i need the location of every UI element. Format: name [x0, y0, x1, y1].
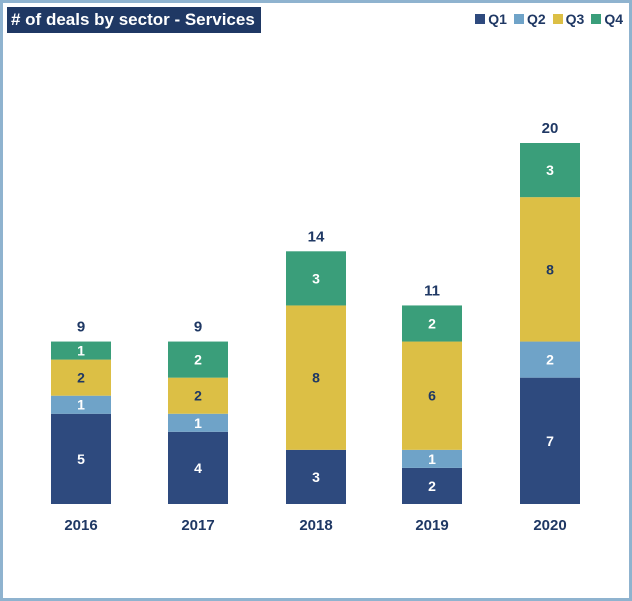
bar-segment-2019-q1: [402, 467, 462, 504]
category-label-2017: 2017: [181, 517, 214, 534]
bar-segment-2018-q1: [286, 449, 346, 504]
data-label-2018-q4: 3: [312, 270, 320, 286]
data-label-2016-q3: 2: [77, 370, 85, 386]
data-label-2017-q3: 2: [194, 388, 202, 404]
legend-label: Q4: [604, 11, 623, 27]
legend-swatch: [552, 14, 563, 24]
data-label-2019-q2: 1: [428, 451, 436, 467]
total-label-2016: 9: [77, 319, 85, 336]
data-label-2017-q1: 4: [194, 460, 202, 476]
legend-item-q1: Q1: [475, 11, 507, 27]
legend-item-q2: Q2: [513, 11, 546, 27]
bar-segment-2020-q1: [520, 377, 580, 504]
data-label-2020-q4: 3: [546, 162, 554, 178]
category-label-2018: 2018: [299, 517, 332, 534]
bar-segment-2018-q4: [286, 251, 346, 306]
bar-segment-2019-q4: [402, 305, 462, 342]
bar-segment-2017-q1: [168, 431, 228, 504]
legend-swatch: [513, 14, 524, 24]
chart-title: # of deals by sector - Services: [7, 7, 261, 33]
data-label-2017-q4: 2: [194, 352, 202, 368]
data-label-2020-q3: 8: [546, 261, 554, 277]
legend-swatch: [475, 14, 486, 24]
bar-segment-2020-q4: [520, 143, 580, 198]
category-label-2016: 2016: [64, 517, 97, 534]
chart-legend: Q1 Q2 Q3 Q4: [475, 11, 623, 27]
data-label-2020-q1: 7: [546, 433, 554, 449]
bar-segment-2020-q2: [520, 341, 580, 378]
bar-segment-2018-q3: [286, 305, 346, 450]
legend-label: Q2: [526, 11, 546, 27]
bar-segment-2016-q4: [51, 341, 111, 360]
bar-segment-2016-q2: [51, 395, 111, 414]
legend-item-q3: Q3: [552, 11, 585, 27]
data-label-2017-q2: 1: [194, 415, 202, 431]
bar-segment-2017-q4: [168, 341, 228, 378]
bar-segment-2019-q3: [402, 341, 462, 450]
bar-segment-2020-q3: [520, 197, 580, 342]
data-label-2016-q4: 1: [77, 343, 85, 359]
data-label-2016-q2: 1: [77, 397, 85, 413]
legend-label: Q3: [565, 11, 585, 27]
data-label-2016-q1: 5: [77, 451, 85, 467]
total-label-2019: 11: [424, 282, 440, 299]
bar-segment-2016-q1: [51, 413, 111, 504]
legend-item-q4: Q4: [591, 11, 623, 27]
bar-segment-2019-q2: [402, 449, 462, 468]
legend-swatch: [591, 14, 602, 24]
category-label-2020: 2020: [533, 517, 566, 534]
category-label-2019: 2019: [415, 517, 448, 534]
data-label-2018-q3: 8: [312, 370, 320, 386]
total-label-2020: 20: [542, 120, 559, 137]
data-label-2019-q3: 6: [428, 388, 436, 404]
bar-segment-2016-q3: [51, 359, 111, 396]
data-label-2020-q2: 2: [546, 352, 554, 368]
data-label-2019-q1: 2: [428, 478, 436, 494]
data-label-2018-q1: 3: [312, 469, 320, 485]
legend-label: Q1: [488, 11, 507, 27]
bar-segment-2017-q2: [168, 413, 228, 432]
data-label-2019-q4: 2: [428, 316, 436, 332]
total-label-2018: 14: [308, 228, 325, 245]
total-label-2017: 9: [194, 319, 202, 336]
bar-segment-2017-q3: [168, 377, 228, 414]
